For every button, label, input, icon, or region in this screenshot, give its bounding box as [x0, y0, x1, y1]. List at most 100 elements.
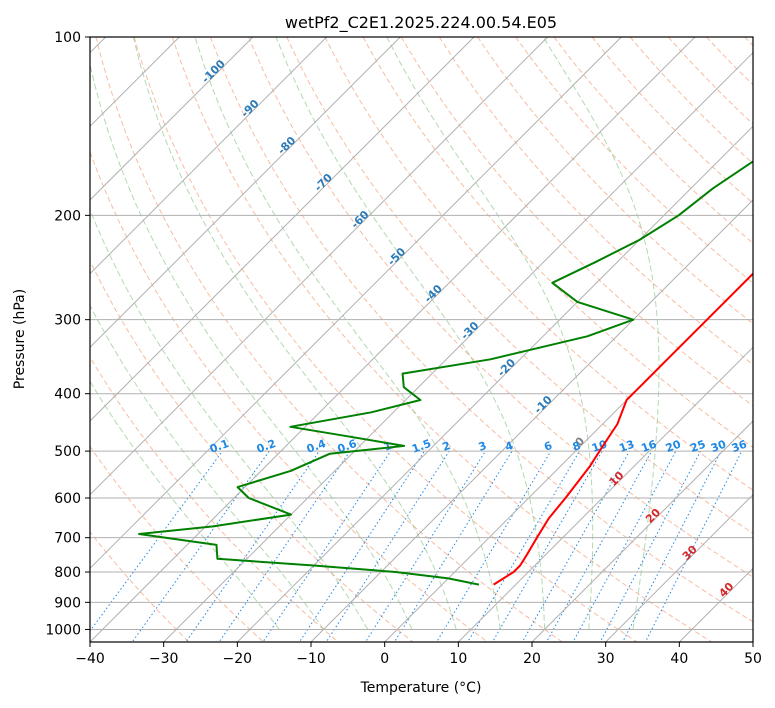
- dry-adiabat: [90, 356, 339, 642]
- x-tick-label: 30: [597, 651, 615, 667]
- dry-adiabat: [553, 37, 753, 244]
- dry-adiabat: [744, 37, 753, 47]
- isotherm: [310, 199, 753, 642]
- x-tick-label: 50: [744, 651, 762, 667]
- dry-adiabat: [477, 37, 753, 325]
- dry-adiabat: [90, 445, 264, 642]
- isotherm-label: 20: [643, 506, 663, 526]
- dewpoint-profile: [138, 160, 753, 586]
- mixing-ratio-line: [298, 450, 425, 642]
- isotherm: [90, 37, 622, 570]
- dry-adiabat: [90, 150, 488, 642]
- mixing-ratio-line: [393, 450, 513, 642]
- dry-adiabat: [362, 37, 753, 449]
- dry-adiabat: [438, 37, 753, 366]
- y-tick-label: 500: [54, 444, 81, 460]
- mixing-ratio-label: 4: [503, 439, 515, 454]
- isotherm: [90, 37, 254, 201]
- moist-adiabat: [275, 37, 546, 630]
- isotherm-label: -70: [312, 171, 335, 194]
- mixing-ratio-line: [622, 450, 722, 642]
- mixing-ratio-line: [218, 450, 351, 642]
- plot-frame: [89, 36, 754, 643]
- y-axis: 100 200 300 400 500 600 700 800 900 1000: [45, 30, 90, 638]
- mixing-ratio-label: 16: [640, 438, 659, 456]
- dry-adiabat: [706, 37, 753, 86]
- moist-adiabat: [132, 37, 457, 630]
- dry-adiabat: [515, 37, 753, 284]
- mixing-ratio-line: [436, 450, 552, 642]
- dry-adiabat: [133, 37, 638, 642]
- isotherm: [90, 37, 401, 349]
- x-tick-label: −40: [75, 651, 105, 667]
- isotherm: [90, 37, 475, 422]
- dry-adiabat: [210, 37, 753, 623]
- mixing-ratio-label: 8: [571, 439, 583, 454]
- mixing-ratio-label: 0.2: [255, 437, 278, 456]
- mixing-ratio-label: 20: [664, 438, 683, 456]
- mixing-ratio-label: 3: [477, 439, 489, 454]
- mixing-ratio-label: 6: [542, 439, 554, 454]
- isotherm: [531, 420, 753, 642]
- mixing-ratio-label: 25: [689, 438, 708, 455]
- y-tick-label: 700: [54, 531, 81, 547]
- moist-adiabat: [90, 380, 280, 630]
- moist-adiabat: [90, 208, 369, 630]
- isotherm: [90, 37, 328, 275]
- y-tick-label: 300: [54, 313, 81, 329]
- isotherm-label: -90: [238, 97, 261, 120]
- isotherm-label: -10: [532, 393, 555, 416]
- mixing-ratio-label: 0.1: [208, 437, 231, 456]
- mixing-ratio-label: 1.5: [410, 437, 433, 456]
- mixing-ratio-line: [545, 450, 653, 642]
- isotherm-label: -50: [385, 245, 408, 268]
- moist-adiabat: [386, 37, 594, 630]
- isotherm: [457, 346, 753, 642]
- dry-adiabat: [95, 37, 563, 642]
- x-tick-label: 20: [523, 651, 541, 667]
- dry-adiabat: [324, 37, 753, 491]
- y-tick-label: 900: [54, 595, 81, 611]
- dry-adiabat: [248, 37, 753, 578]
- x-tick-label: 0: [380, 651, 389, 667]
- mixing-ratio-line: [467, 450, 580, 642]
- y-tick-label: 200: [54, 208, 81, 224]
- moist-adiabat: [542, 37, 660, 630]
- mixing-ratio-line: [90, 450, 223, 632]
- mixing-ratio-label: 30: [709, 438, 728, 456]
- isotherm-label: -20: [495, 356, 518, 379]
- isotherm-label: -30: [458, 319, 481, 342]
- isotherm-label: -60: [348, 208, 371, 231]
- mixing-ratio-line: [325, 450, 450, 642]
- y-tick-label: 100: [54, 30, 81, 46]
- dry-adiabat: [629, 37, 753, 165]
- mixing-ratio-line: [185, 450, 320, 642]
- chart-title: wetPf2_C2E1.2025.224.00.54.E05: [285, 13, 557, 33]
- dry-adiabat: [400, 37, 753, 407]
- x-axis: −40 −30 −20 −10 0 10 20 30 40 50: [75, 642, 762, 667]
- mixing-ratio-label: 2: [441, 439, 453, 454]
- y-tick-label: 600: [54, 491, 81, 507]
- isotherm: [236, 125, 753, 642]
- moist-adiabat: [194, 37, 501, 630]
- mixing-ratio-line: [131, 450, 270, 642]
- y-tick-label: 400: [54, 387, 81, 403]
- y-tick-label: 800: [54, 565, 81, 581]
- isotherm-label: -40: [422, 282, 445, 305]
- isotherm-label: -80: [275, 134, 298, 157]
- mixing-ratio-label: 36: [730, 438, 749, 456]
- mixing-ratio-line: [262, 450, 392, 642]
- isotherm: [752, 641, 753, 642]
- isotherm: [163, 51, 753, 642]
- x-axis-label: Temperature (°C): [360, 680, 482, 696]
- isotherm: [90, 37, 696, 642]
- isotherm: [605, 493, 753, 642]
- mixing-ratio-line: [491, 450, 603, 642]
- dry-adiabat: [286, 37, 753, 534]
- temperature-profile: [493, 272, 753, 586]
- isotherm: [384, 272, 753, 642]
- x-tick-label: 10: [449, 651, 467, 667]
- isotherm-label: 40: [716, 580, 736, 600]
- x-tick-label: −10: [296, 651, 326, 667]
